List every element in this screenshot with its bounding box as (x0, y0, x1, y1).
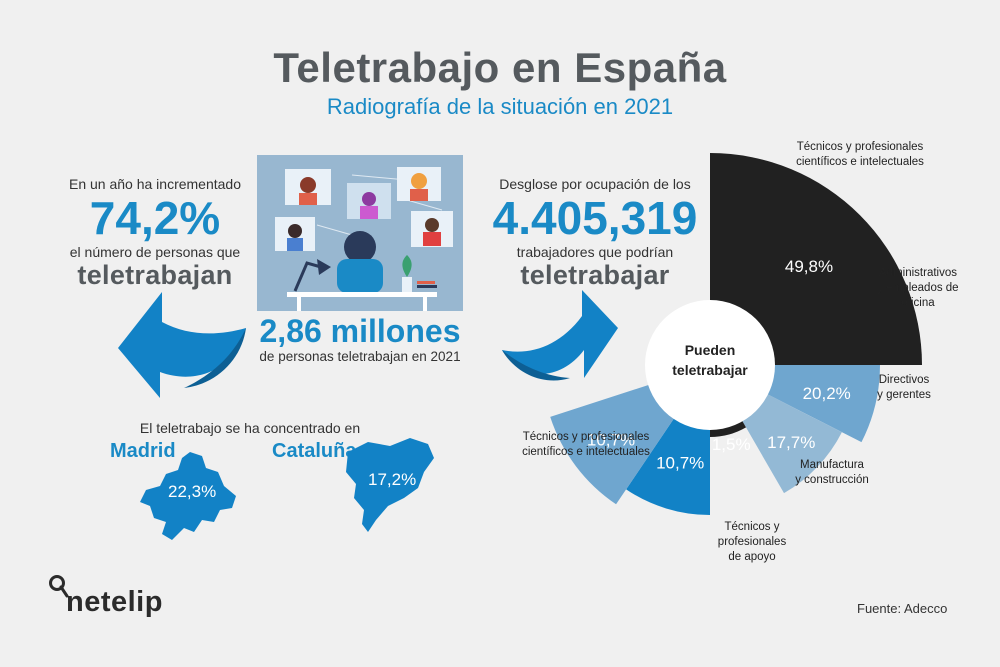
pie-slice-value: 1,5% (712, 435, 751, 454)
region-name-cataluna: Cataluña (272, 440, 357, 462)
page-subtitle: Radiografía de la situación en 2021 (326, 94, 674, 119)
pie-slice-label: oficina (901, 297, 935, 309)
pie-center-label-line-1: Pueden (685, 342, 736, 358)
pie-slice-label: y gerentes (877, 389, 931, 401)
netelip-logo-icon (49, 575, 69, 598)
video-call-illustration (257, 155, 463, 311)
pie-slice-label: Técnicos y profesionales (523, 431, 650, 443)
region-value-cataluna: 17,2% (368, 470, 417, 489)
pie-slice-value: 49,8% (785, 257, 833, 276)
pie-slice-value: 17,7% (767, 433, 815, 452)
region-value-madrid: 22,3% (168, 482, 217, 501)
center-stat-value: 2,86 millones (259, 313, 461, 349)
right-stat-intro: Desglose por ocupación de los (499, 176, 691, 192)
curved-arrow-left-icon (118, 292, 246, 398)
source-note: Fuente: Adecco (857, 601, 948, 616)
pie-slice-label: de apoyo (728, 551, 775, 563)
region-name-madrid: Madrid (110, 440, 176, 462)
pie-slice-label: científicos e intelectuales (522, 446, 650, 458)
page-title: Teletrabajo en España (273, 44, 727, 91)
netelip-logo-text: netelip (66, 586, 163, 618)
pie-slice-value: 10,7% (656, 454, 704, 473)
pie-slice-label: Administrativos (879, 267, 957, 279)
pie-slice (710, 153, 922, 365)
right-stat-desc: trabajadores que podrían (516, 244, 674, 260)
pie-slice-label: Directivos (879, 374, 930, 386)
left-stat-value: 74,2% (89, 192, 221, 244)
pie-slice-label: y empleados de (877, 282, 958, 294)
pie-slice-label: y construcción (795, 474, 869, 486)
pie-slice-label: Técnicos y (725, 521, 780, 533)
pie-slice-value: 20,2% (803, 384, 851, 403)
right-stat-highlight: teletrabajar (520, 260, 670, 290)
pie-center-hole (645, 300, 775, 430)
left-stat-intro: En un año ha incrementado (68, 176, 241, 192)
pie-slice-label: profesionales (718, 536, 787, 548)
pie-slice-value: 10,7% (587, 431, 635, 450)
pie-slice-label: Técnicos y profesionales (797, 141, 924, 153)
right-stat-value: 4.405,319 (492, 192, 698, 244)
madrid-map-icon (140, 452, 236, 540)
pie-slice-label: científicos e intelectuales (796, 156, 924, 168)
center-stat: 2,86 millones de personas teletrabajan e… (230, 313, 490, 364)
cataluna-map-icon (346, 438, 434, 532)
regions-intro: El teletrabajo se ha concentrado en (139, 420, 361, 436)
left-stat-desc: el número de personas que (69, 244, 241, 260)
curved-arrow-right-icon (502, 290, 618, 381)
center-stat-desc: de personas teletrabajan en 2021 (259, 349, 461, 364)
right-stat: Desglose por ocupación de los 4.405,319 … (480, 176, 710, 291)
left-stat-highlight: teletrabajan (77, 260, 233, 290)
pie-slice-label: Manufactura (800, 459, 865, 471)
pie-center-label-line-2: teletrabajar (672, 362, 748, 378)
left-stat: En un año ha incrementado 74,2% el númer… (40, 176, 270, 291)
